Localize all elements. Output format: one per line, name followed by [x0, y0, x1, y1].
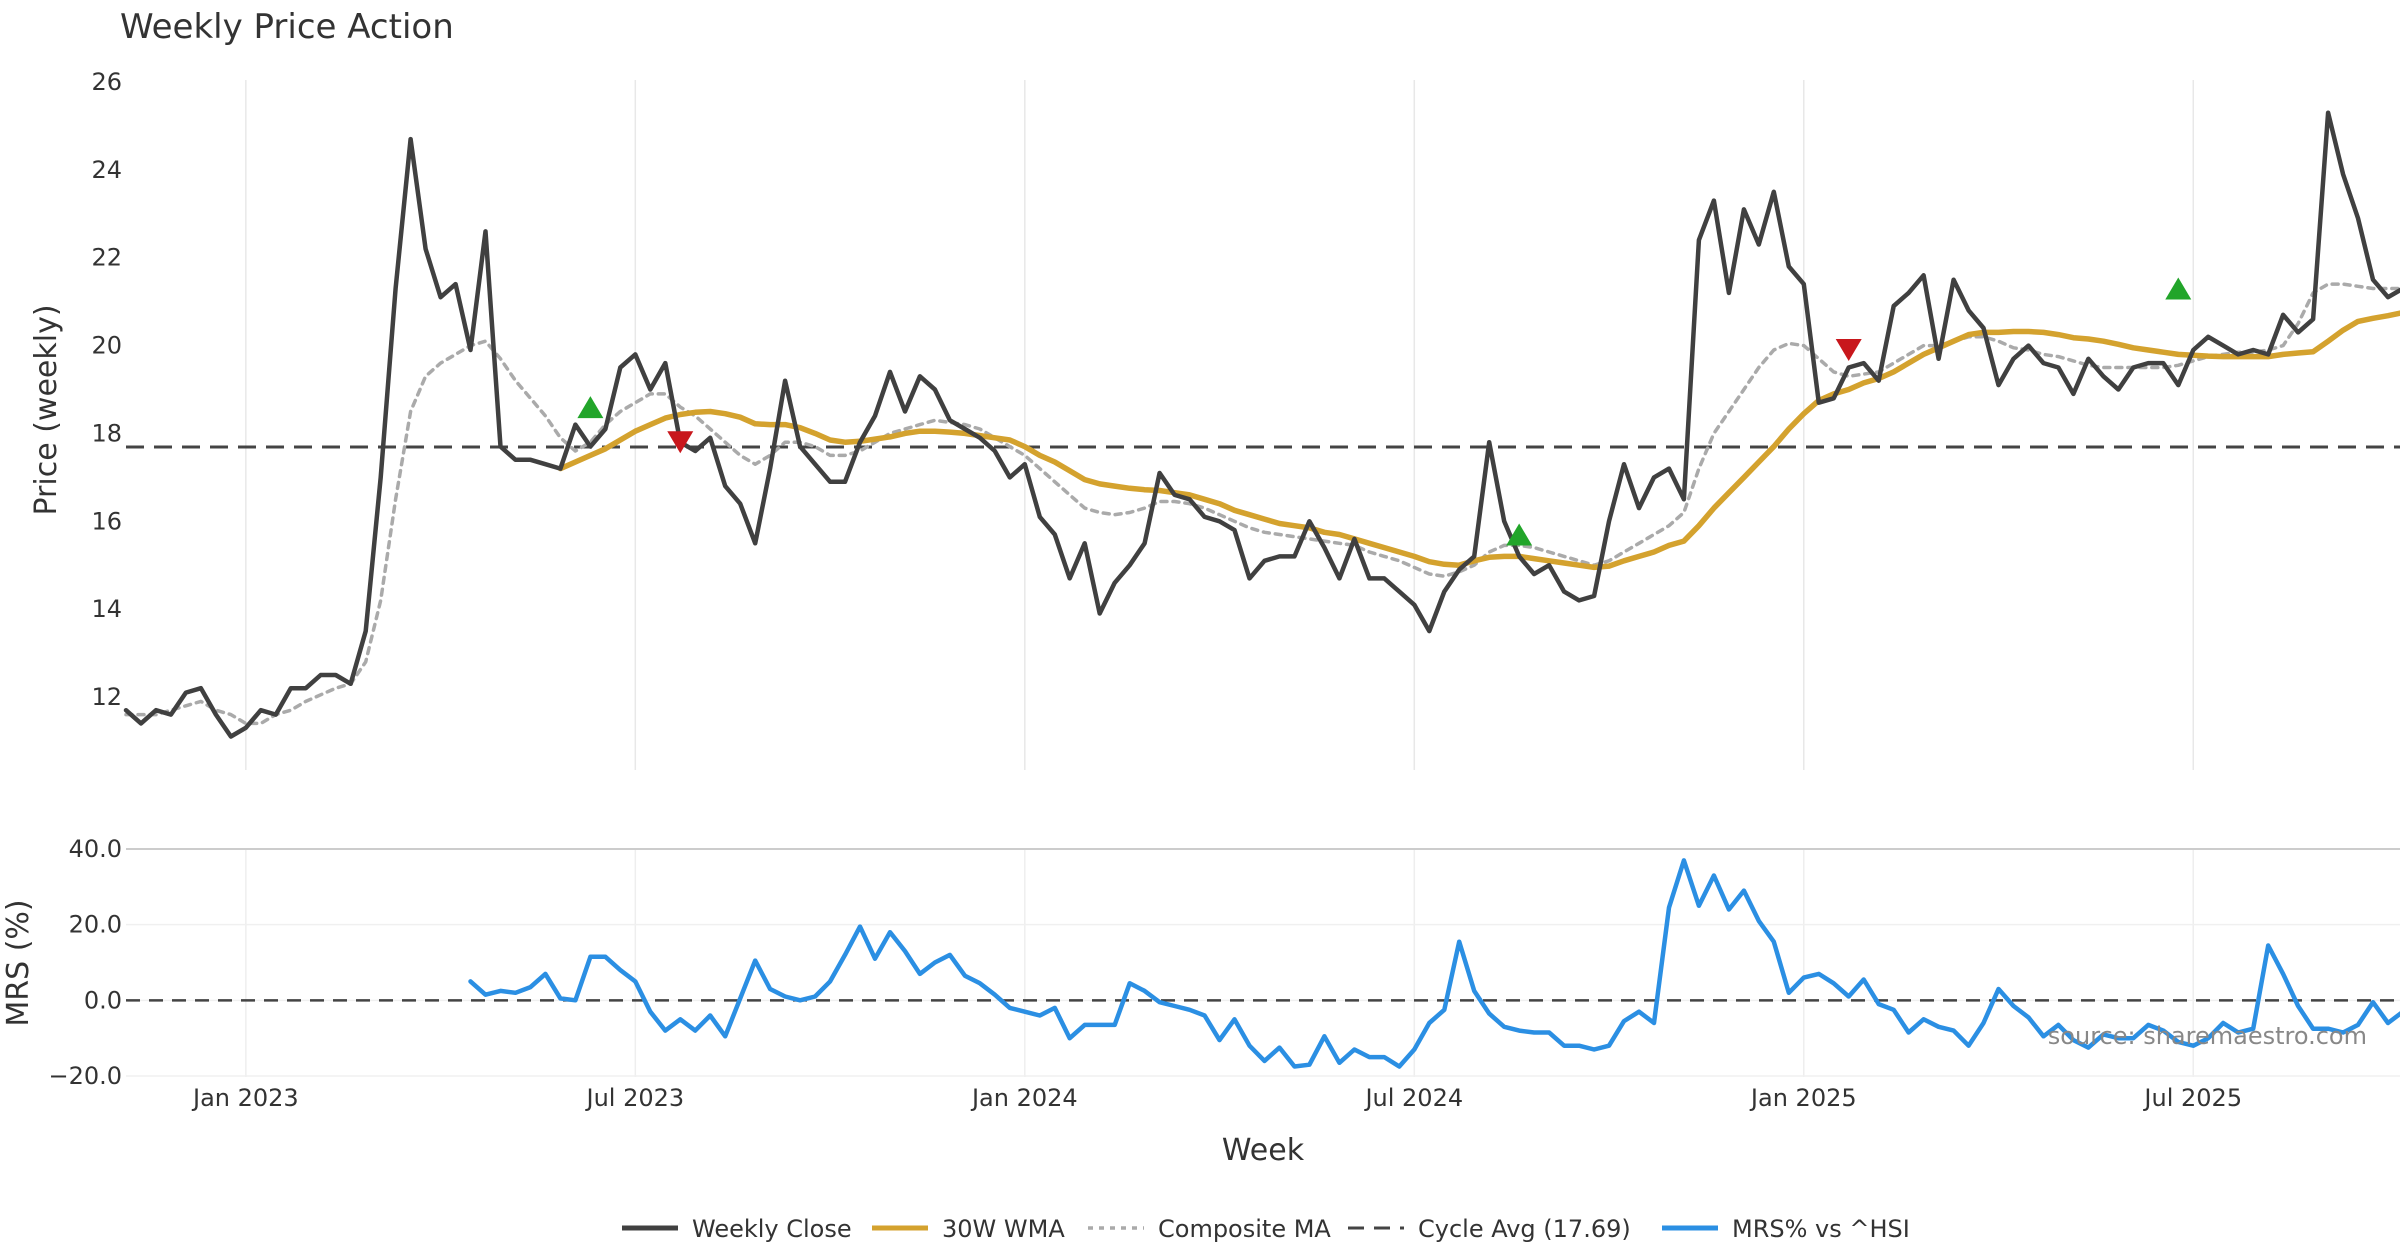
mrs-axis: 40.0 20.0 0.0 −20.0 [48, 835, 122, 1090]
price-y-tick-label: 12 [91, 683, 122, 711]
sell-signal-marker [1835, 338, 1862, 361]
price-axis-title: Price (weekly) [29, 304, 64, 515]
mrs-y-tick-label: 0.0 [84, 986, 122, 1014]
mrs-y-tick-label: −20.0 [48, 1062, 122, 1090]
x-tick-label: Jul 2023 [584, 1084, 684, 1112]
legend-label: Composite MA [1158, 1215, 1331, 1243]
x-tick-label: Jul 2024 [1363, 1084, 1463, 1112]
x-axis: Jan 2023 Jul 2023 Jan 2024 Jul 2024 Jan 2025… [191, 1084, 2242, 1112]
legend-label: Weekly Close [692, 1215, 852, 1243]
series-mrs-vs-hsi [468, 858, 2400, 1069]
mrs-axis-title: MRS (%) [1, 899, 36, 1026]
price-axis: 12 14 16 18 20 22 24 26 [91, 68, 122, 711]
price-y-tick-label: 22 [91, 244, 122, 272]
x-axis-title: Week [1222, 1133, 1305, 1168]
sell-signal-marker [667, 431, 694, 454]
legend-label: MRS% vs ^HSI [1732, 1215, 1910, 1243]
price-series [123, 110, 2400, 739]
buy-signal-marker [1506, 523, 1533, 546]
x-tick-label: Jan 2024 [970, 1084, 1078, 1112]
price-y-tick-label: 20 [91, 332, 122, 360]
price-y-tick-label: 16 [91, 507, 122, 535]
price-y-tick-label: 26 [91, 68, 122, 96]
mrs-grid [126, 848, 2400, 1077]
series-30w-wma [557, 310, 2400, 571]
x-tick-label: Jan 2025 [1749, 1084, 1857, 1112]
buy-signal-marker [577, 396, 604, 419]
buy-signal-marker [2165, 277, 2192, 300]
legend-label: Cycle Avg (17.69) [1418, 1215, 1631, 1243]
series-weekly-close [123, 110, 2400, 739]
legend: Weekly Close 30W WMA Composite MA Cycle Avg… [622, 1215, 1910, 1243]
x-tick-label: Jul 2025 [2142, 1084, 2242, 1112]
chart-title: Weekly Price Action [120, 7, 454, 47]
mrs-y-tick-label: 40.0 [69, 835, 122, 863]
price-y-tick-label: 18 [91, 419, 122, 447]
source-credit: source: sharemaestro.com [2048, 1022, 2367, 1050]
mrs-y-tick-label: 20.0 [69, 911, 122, 939]
series-composite-ma [124, 282, 2400, 726]
x-tick-label: Jan 2023 [191, 1084, 299, 1112]
mrs-series [468, 858, 2400, 1069]
price-grid [126, 80, 2400, 770]
price-y-tick-label: 24 [91, 156, 122, 184]
price-y-tick-label: 14 [91, 595, 122, 623]
signal-markers [577, 277, 2192, 546]
legend-label: 30W WMA [942, 1215, 1065, 1243]
